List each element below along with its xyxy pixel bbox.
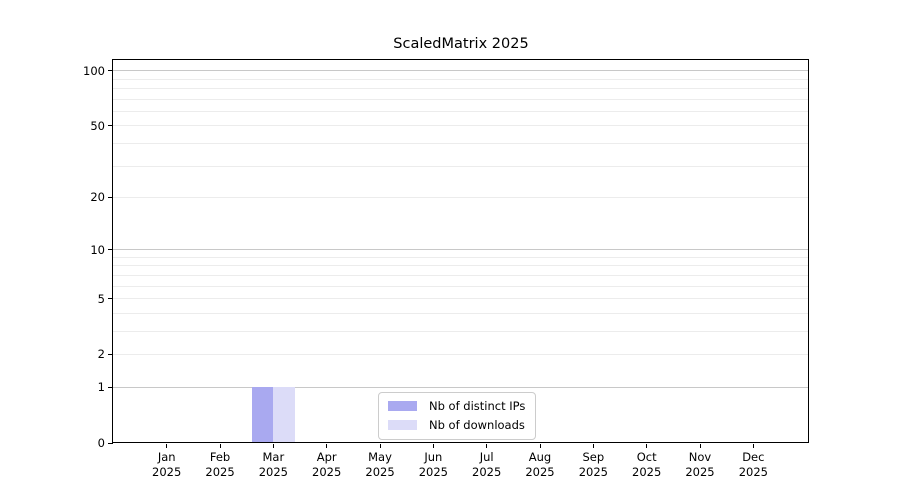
- x-tick-label: Jul 2025: [457, 450, 517, 480]
- legend-swatch-distinct-ips: [388, 401, 417, 411]
- y-tick-label: 100: [83, 63, 105, 78]
- x-tick: [752, 444, 754, 448]
- x-tick-label: Feb 2025: [190, 450, 250, 480]
- x-tick: [699, 444, 701, 448]
- x-tick-year: 2025: [525, 465, 555, 479]
- legend-swatch-downloads: [388, 420, 417, 430]
- x-tick-label: Apr 2025: [297, 450, 357, 480]
- legend-item-distinct-ips: Nb of distinct IPs: [388, 398, 525, 414]
- plot-area: [112, 59, 809, 443]
- x-tick-label: Aug 2025: [510, 450, 570, 480]
- x-tick: [166, 444, 168, 448]
- x-tick-year: 2025: [312, 465, 342, 479]
- x-tick-label: Nov 2025: [670, 450, 730, 480]
- x-tick-label: Mar 2025: [243, 450, 303, 480]
- legend: Nb of distinct IPs Nb of downloads: [378, 392, 537, 440]
- legend-label-downloads: Nb of downloads: [429, 418, 525, 432]
- x-tick-label: Jan 2025: [137, 450, 197, 480]
- x-tick: [539, 444, 541, 448]
- x-tick: [272, 444, 274, 448]
- x-tick-label: Dec 2025: [723, 450, 783, 480]
- x-tick-year: 2025: [205, 465, 235, 479]
- x-tick: [219, 444, 221, 448]
- y-tick-label: 20: [90, 190, 105, 205]
- x-tick-label: Sep 2025: [563, 450, 623, 480]
- x-tick-month: Feb: [209, 450, 231, 464]
- x-tick-month: Dec: [742, 450, 765, 464]
- x-tick-year: 2025: [685, 465, 715, 479]
- x-tick-label: May 2025: [350, 450, 410, 480]
- x-tick-year: 2025: [418, 465, 448, 479]
- x-tick-month: Aug: [528, 450, 552, 464]
- y-tick-label: 1: [97, 380, 105, 395]
- x-tick-year: 2025: [258, 465, 288, 479]
- x-tick-year: 2025: [365, 465, 395, 479]
- y-tick-label: 5: [97, 291, 105, 306]
- y-tick-label: 50: [90, 118, 105, 133]
- x-tick-label: Oct 2025: [617, 450, 677, 480]
- x-tick: [326, 444, 328, 448]
- y-tick-label: 10: [90, 242, 105, 257]
- x-tick-month: Jan: [157, 450, 176, 464]
- legend-item-downloads: Nb of downloads: [388, 417, 525, 433]
- x-tick-month: Apr: [316, 450, 337, 464]
- chart-title: ScaledMatrix 2025: [393, 36, 529, 52]
- x-tick-year: 2025: [578, 465, 608, 479]
- legend-label-distinct-ips: Nb of distinct IPs: [429, 399, 526, 413]
- x-tick-month: Jul: [479, 450, 494, 464]
- x-tick-month: Mar: [262, 450, 285, 464]
- x-tick-month: Oct: [636, 450, 657, 464]
- x-tick-year: 2025: [152, 465, 182, 479]
- x-tick-year: 2025: [632, 465, 662, 479]
- x-tick-month: Sep: [582, 450, 605, 464]
- x-tick-month: Jun: [424, 450, 443, 464]
- x-tick: [486, 444, 488, 448]
- x-tick: [379, 444, 381, 448]
- x-tick-month: May: [368, 450, 392, 464]
- x-tick-label: Jun 2025: [403, 450, 463, 480]
- x-tick: [432, 444, 434, 448]
- x-tick: [592, 444, 594, 448]
- x-tick-month: Nov: [688, 450, 712, 464]
- x-tick-year: 2025: [738, 465, 768, 479]
- x-tick: [646, 444, 648, 448]
- y-tick-label: 2: [97, 347, 105, 362]
- y-tick-label: 0: [97, 436, 105, 450]
- x-tick-year: 2025: [472, 465, 502, 479]
